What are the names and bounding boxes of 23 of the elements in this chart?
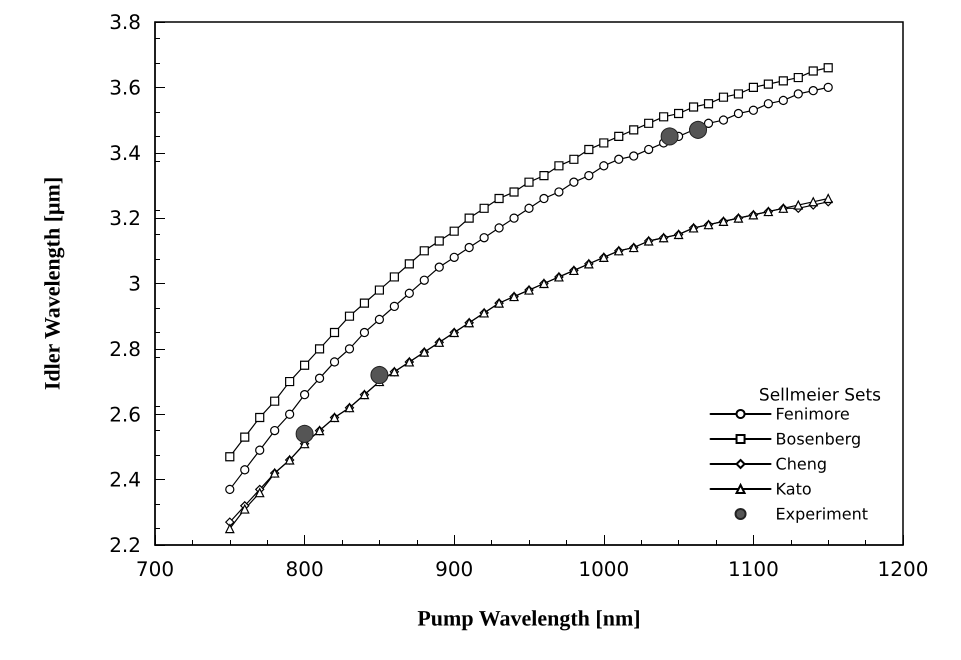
y-tick-label: 3 (128, 272, 141, 296)
y-tick-label: 2.4 (109, 468, 141, 492)
x-tick-label: 1100 (728, 557, 779, 581)
x-tick-label: 700 (136, 557, 174, 581)
x-tick-label: 1000 (578, 557, 630, 581)
legend-label: Cheng (776, 454, 828, 474)
x-tick-label: 900 (435, 557, 474, 581)
y-tick-label: 3.6 (109, 75, 141, 100)
y-tick-label: 2.2 (109, 533, 141, 557)
legend-title: Sellmeier Sets (758, 386, 882, 406)
y-tick-label: 3.2 (109, 206, 141, 230)
y-axis-title: Idler Wavelength [μm] (40, 176, 64, 390)
x-tick-label: 800 (286, 557, 324, 581)
y-tick-label: 3.8 (109, 10, 141, 34)
x-tick-label: 1200 (878, 557, 928, 581)
legend-label: Kato (776, 480, 812, 498)
y-tick-label: 2.8 (109, 336, 141, 361)
y-tick-label: 3.4 (109, 140, 141, 165)
y-tick-label: 2.6 (109, 402, 141, 426)
legend-label: Fenimore (776, 404, 850, 424)
x-axis-title: Pump Wavelength [nm] (417, 606, 641, 630)
legend-label: Bosenberg (776, 430, 862, 448)
legend-label: Experiment (776, 504, 868, 524)
